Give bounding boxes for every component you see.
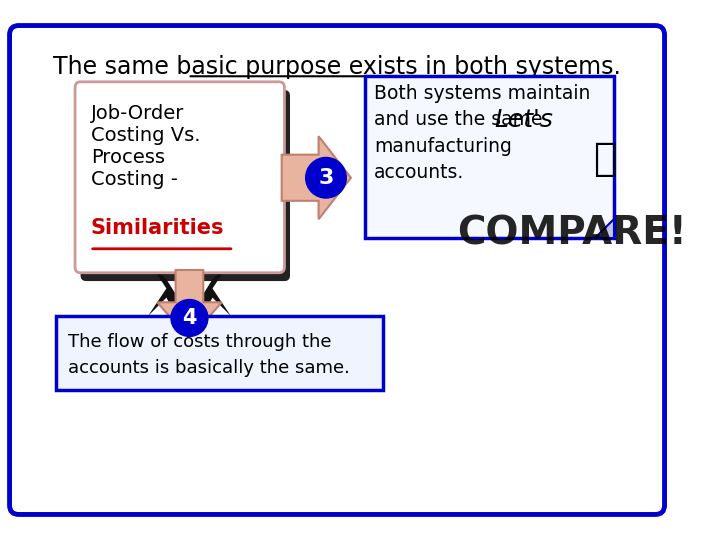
Text: 4: 4 [182,308,197,328]
Text: Job-Order
Costing Vs.
Process
Costing -: Job-Order Costing Vs. Process Costing - [91,104,200,189]
Circle shape [171,300,208,336]
Text: Similarities: Similarities [91,218,224,238]
FancyBboxPatch shape [9,25,665,515]
Polygon shape [282,136,351,219]
FancyBboxPatch shape [55,316,383,390]
Text: The same basic purpose exists in both systems.: The same basic purpose exists in both sy… [53,55,621,79]
Text: The flow of costs through the
accounts is basically the same.: The flow of costs through the accounts i… [68,333,349,377]
Text: Both systems maintain
and use the same
manufacturing
accounts.: Both systems maintain and use the same m… [374,84,590,182]
Polygon shape [595,219,613,238]
FancyBboxPatch shape [365,76,613,238]
FancyBboxPatch shape [75,82,284,273]
Text: 3: 3 [318,168,333,188]
Circle shape [306,158,346,198]
Polygon shape [157,270,222,339]
FancyBboxPatch shape [81,90,290,281]
Text: Let's: Let's [494,107,553,132]
Polygon shape [148,261,231,339]
Text: 🧑: 🧑 [593,140,616,178]
Text: COMPARE!: COMPARE! [457,214,687,253]
